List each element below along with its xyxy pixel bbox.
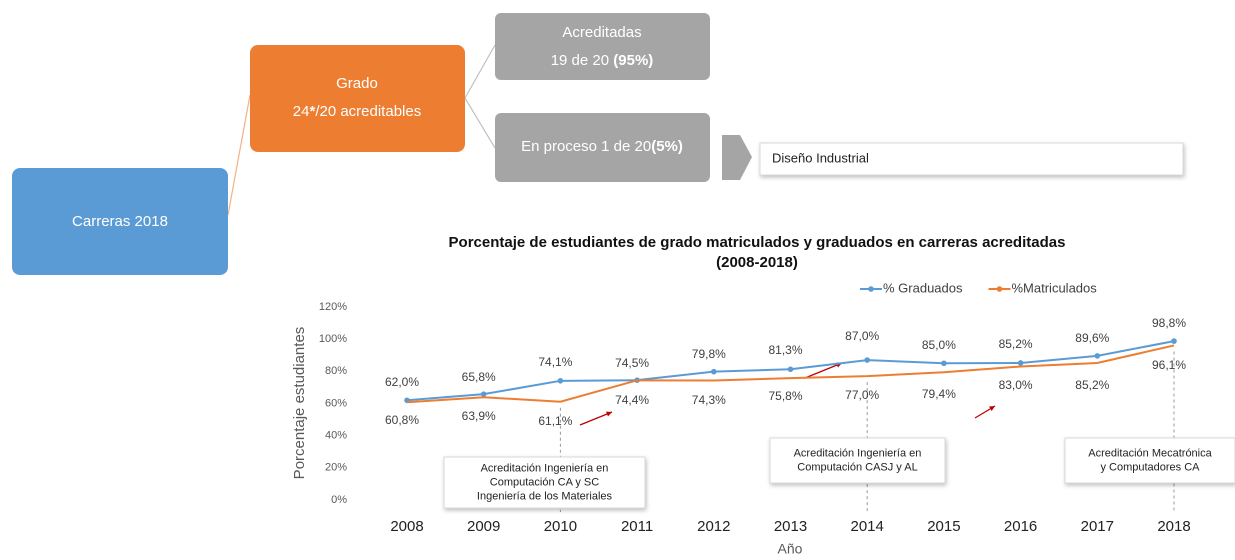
- y-tick-label: 40%: [325, 430, 347, 442]
- marker: [1094, 353, 1101, 359]
- text-part: (5%): [651, 138, 683, 155]
- x-axis-label: Año: [778, 541, 803, 557]
- annotation-text: Computación CASJ y AL: [797, 461, 917, 473]
- y-tick-label: 120%: [319, 301, 347, 313]
- marker: [787, 366, 794, 373]
- detail-box: [759, 142, 1184, 176]
- detail-label: Diseño Industrial: [772, 150, 869, 165]
- legend-marker: [996, 286, 1003, 292]
- annotation-box: [769, 437, 946, 484]
- acreditadas-box: [495, 13, 710, 80]
- annotation-text: Acreditación Ingeniería en: [794, 447, 922, 459]
- annotation-text: Computación CA y SC: [490, 476, 599, 488]
- text-part: *: [309, 103, 315, 120]
- y-tick-label: 20%: [325, 462, 347, 474]
- legend-label: % Graduados: [883, 280, 963, 295]
- x-tick-label: 2012: [697, 518, 730, 535]
- data-label: 75,8%: [768, 389, 802, 403]
- marker: [1017, 360, 1024, 366]
- series-line: [406, 344, 1175, 404]
- x-tick-label: 2014: [851, 518, 884, 535]
- root-label: Carreras 2018: [72, 213, 168, 230]
- annotation-text: Acreditación Mecatrónica: [1088, 447, 1212, 459]
- data-label: 65,8%: [462, 370, 496, 384]
- y-axis-label: Porcentaje estudiantes: [291, 327, 308, 480]
- root-box: [12, 168, 228, 275]
- marker: [711, 368, 717, 375]
- data-label: 74,3%: [692, 393, 726, 407]
- data-label: 85,0%: [922, 338, 956, 352]
- data-label: 85,2%: [999, 337, 1033, 351]
- acreditadas-count: 19 de 20 (95%): [551, 52, 654, 69]
- y-tick-label: 60%: [325, 397, 347, 409]
- annotation-box: [443, 456, 646, 509]
- data-label: 79,8%: [692, 347, 726, 361]
- connector: [227, 94, 251, 216]
- y-tick-label: 0%: [331, 494, 347, 506]
- chart-title: Porcentaje de estudiantes de grado matri…: [449, 234, 1066, 251]
- x-tick-label: 2008: [390, 518, 423, 535]
- annotation-text: y Computadores CA: [1100, 461, 1200, 473]
- data-label: 98,8%: [1152, 316, 1186, 330]
- acreditadas-label: Acreditadas: [562, 24, 641, 41]
- x-tick-label: 2018: [1157, 518, 1190, 535]
- data-label: 96,1%: [1152, 358, 1186, 372]
- annotation-box: [1064, 437, 1235, 484]
- text-part: En proceso 1 de 20: [521, 138, 651, 155]
- data-label: 85,2%: [1075, 378, 1109, 392]
- legend-label: %Matriculados: [1012, 280, 1098, 295]
- chart: Porcentaje de estudiantes de grado matri…: [291, 234, 1235, 557]
- arrow: [722, 135, 752, 180]
- data-label: 61,1%: [538, 414, 572, 428]
- y-tick-label: 100%: [319, 333, 347, 345]
- legend-marker: [868, 286, 874, 292]
- red-arrow: [579, 411, 613, 426]
- proceso-box: [495, 113, 710, 182]
- connector: [464, 97, 496, 149]
- x-tick-label: 2016: [1004, 518, 1037, 535]
- text-part: 19 de 20: [551, 52, 614, 69]
- data-label: 62,0%: [385, 375, 419, 389]
- data-label: 74,4%: [615, 393, 649, 407]
- marker: [941, 360, 947, 367]
- data-label: 63,9%: [462, 409, 496, 423]
- data-label: 83,0%: [999, 378, 1033, 392]
- x-tick-label: 2017: [1081, 518, 1114, 535]
- x-tick-label: 2015: [927, 518, 960, 535]
- marker: [557, 378, 564, 384]
- text-part: 24: [293, 103, 310, 120]
- annotation-text: Ingeniería de los Materiales: [477, 490, 613, 502]
- y-tick-label: 80%: [325, 365, 347, 377]
- data-label: 81,3%: [768, 343, 802, 357]
- chart-title: (2008-2018): [716, 254, 798, 271]
- data-label: 74,1%: [538, 355, 572, 369]
- grado-box: [250, 45, 465, 152]
- text-part: /20 acreditables: [315, 103, 421, 120]
- connector: [464, 44, 496, 99]
- data-label: 89,6%: [1075, 331, 1109, 345]
- red-arrow-head: [989, 406, 995, 412]
- red-arrow: [804, 362, 843, 379]
- annotation-text: Acreditación Ingeniería en: [481, 462, 609, 474]
- data-label: 77,0%: [845, 388, 879, 402]
- x-tick-label: 2009: [467, 518, 500, 535]
- diagram: Carreras 2018 Grado 24*/20 acreditables …: [12, 13, 1184, 275]
- x-tick-label: 2010: [544, 518, 577, 535]
- data-label: 60,8%: [385, 413, 419, 427]
- x-tick-label: 2013: [774, 518, 807, 535]
- proceso-label: En proceso 1 de 20(5%): [521, 138, 683, 155]
- marker: [1171, 338, 1177, 344]
- marker: [864, 357, 870, 363]
- data-label: 74,5%: [615, 356, 649, 370]
- grado-label: Grado: [336, 75, 378, 92]
- marker: [480, 391, 487, 397]
- red-arrow-head: [606, 411, 612, 417]
- grado-count: 24*/20 acreditables: [293, 103, 421, 120]
- x-tick-label: 2011: [621, 518, 653, 535]
- text-part: (95%): [613, 52, 653, 69]
- data-label: 79,4%: [922, 387, 956, 401]
- data-label: 87,0%: [845, 329, 879, 343]
